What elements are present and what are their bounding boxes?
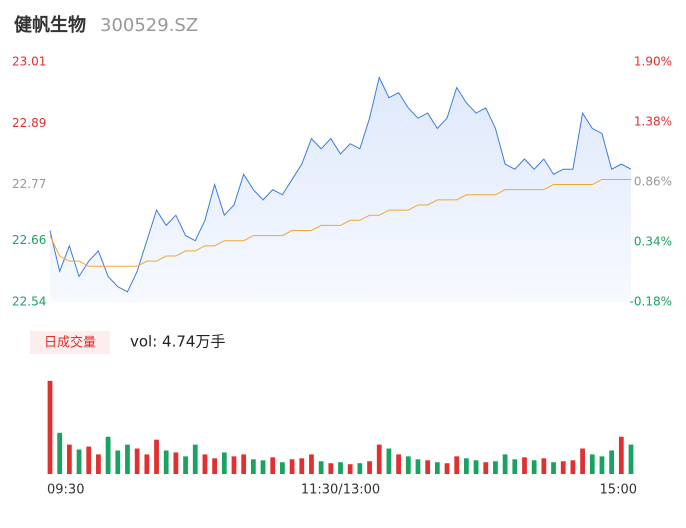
volume-bar bbox=[434, 462, 440, 474]
volume-bar bbox=[192, 444, 198, 474]
volume-bar bbox=[105, 436, 111, 474]
y2-tick-label: -0.18% bbox=[630, 295, 672, 309]
x-tick-label: 09:30 bbox=[47, 483, 84, 498]
volume-bar bbox=[560, 461, 566, 474]
volume-bar bbox=[541, 458, 547, 474]
volume-bar bbox=[454, 456, 460, 474]
volume-bar bbox=[328, 463, 334, 474]
volume-bar bbox=[425, 460, 431, 474]
volume-legend: 日成交量 bbox=[44, 335, 96, 351]
volume-bar bbox=[86, 446, 92, 474]
volume-bar bbox=[125, 444, 130, 474]
volume-bar bbox=[66, 444, 72, 474]
y-tick-label: 22.66 bbox=[12, 233, 46, 247]
volume-bar bbox=[512, 459, 518, 474]
y2-tick-label: 0.34% bbox=[634, 235, 672, 249]
volume-bar bbox=[96, 454, 101, 474]
y-tick-label: 22.89 bbox=[12, 116, 46, 130]
volume-bar bbox=[589, 454, 595, 474]
volume-bar bbox=[367, 461, 372, 474]
volume-bar bbox=[338, 462, 343, 474]
volume-bar bbox=[309, 454, 314, 474]
volume-bar bbox=[609, 450, 615, 474]
volume-bar bbox=[551, 462, 556, 474]
volume-bar bbox=[57, 432, 63, 474]
volume-bar bbox=[599, 456, 605, 474]
price-area bbox=[50, 77, 631, 302]
volume-bar bbox=[493, 461, 498, 474]
volume-bar bbox=[183, 456, 188, 474]
volume-bar bbox=[144, 454, 150, 474]
volume-bar bbox=[444, 463, 450, 474]
chart-title: 健帆生物 bbox=[14, 14, 86, 36]
volume-bar bbox=[280, 462, 285, 474]
volume-bar bbox=[299, 458, 305, 474]
volume-bar bbox=[154, 439, 159, 474]
x-tick-label: 15:00 bbox=[600, 483, 637, 498]
y-tick-label: 22.77 bbox=[12, 177, 46, 191]
y2-tick-label: 0.86% bbox=[634, 175, 672, 189]
volume-bar bbox=[531, 460, 537, 474]
volume-bar bbox=[212, 458, 217, 474]
volume-bar bbox=[173, 452, 179, 474]
volume-bar bbox=[618, 436, 624, 474]
volume-bar bbox=[250, 459, 256, 474]
volume-bar bbox=[202, 454, 208, 474]
volume-bar bbox=[270, 457, 276, 474]
y-tick-label: 23.01 bbox=[12, 55, 46, 69]
volume-bar bbox=[260, 460, 266, 474]
volume-bar bbox=[405, 456, 411, 474]
volume-bar bbox=[47, 380, 53, 474]
volume-bar bbox=[570, 460, 576, 474]
volume-bar bbox=[357, 463, 363, 474]
volume-bar bbox=[580, 448, 585, 474]
line-average bbox=[49, 178, 631, 267]
y2-tick-label: 1.38% bbox=[634, 115, 672, 129]
x-tick-label: 11:30/13:00 bbox=[301, 483, 380, 498]
volume-bar bbox=[502, 454, 508, 474]
volume-bar bbox=[522, 457, 527, 474]
volume-bar bbox=[318, 461, 324, 474]
volume-bar bbox=[415, 459, 421, 474]
volume-bar bbox=[221, 452, 227, 474]
y2-tick-label: 1.90% bbox=[634, 55, 672, 69]
chart-subtitle: 300529.SZ bbox=[100, 15, 198, 36]
volume-bar bbox=[386, 448, 392, 474]
volume-bar bbox=[134, 448, 140, 474]
volume-bar bbox=[241, 454, 247, 474]
volume-bar bbox=[289, 459, 295, 474]
y-tick-label: 22.54 bbox=[12, 295, 46, 309]
volume-bar bbox=[115, 450, 121, 474]
volume-text: vol: 4.74万手 bbox=[130, 333, 225, 351]
legend-box bbox=[30, 331, 110, 354]
volume-bar bbox=[163, 450, 169, 474]
volume-bar bbox=[376, 444, 382, 474]
volume-bar bbox=[347, 464, 353, 474]
volume-bar bbox=[473, 460, 479, 474]
volume-bar bbox=[231, 456, 237, 474]
volume-bar bbox=[628, 444, 634, 474]
volume-bar bbox=[464, 458, 469, 474]
volume-bar bbox=[483, 462, 489, 474]
volume-bar bbox=[396, 454, 401, 474]
line-price bbox=[49, 75, 632, 293]
volume-bar bbox=[76, 449, 82, 474]
